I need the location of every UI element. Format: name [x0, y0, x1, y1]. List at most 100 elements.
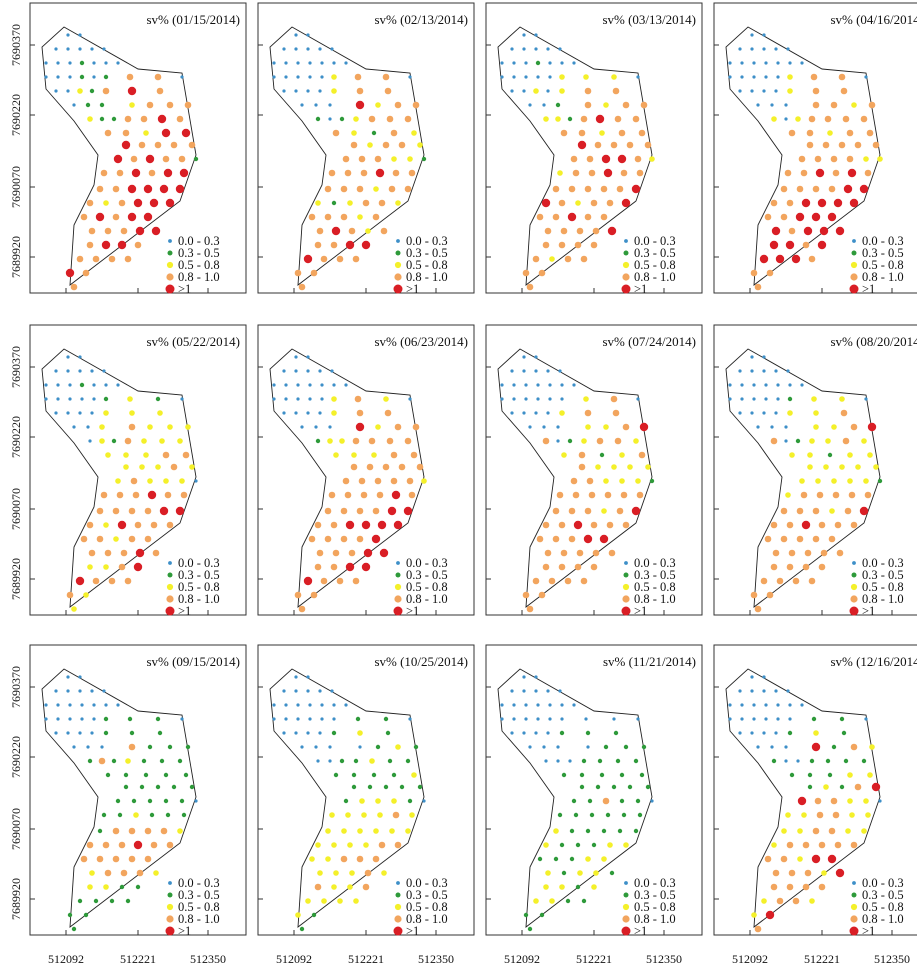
sample-point [534, 411, 538, 415]
sample-point [627, 784, 633, 790]
sample-point [839, 784, 845, 790]
sample-point [306, 731, 310, 735]
sample-point [784, 103, 788, 107]
sample-point [811, 212, 821, 222]
sample-point [333, 870, 339, 876]
sample-point [294, 689, 298, 693]
sample-point [500, 383, 504, 387]
legend-marker [850, 583, 858, 591]
sample-point [786, 689, 790, 693]
sample-point [360, 169, 368, 177]
sample-point [534, 355, 538, 359]
sample-point [863, 798, 869, 804]
sample-point [839, 716, 845, 722]
sample-point [184, 101, 192, 109]
sample-point [344, 491, 352, 499]
sample-point [632, 115, 640, 123]
sample-point [528, 745, 532, 749]
sample-point [104, 703, 108, 707]
legend-marker [166, 583, 174, 591]
sample-point [393, 520, 403, 530]
sample-point [357, 730, 363, 736]
sample-point [572, 383, 576, 387]
sample-point [740, 383, 744, 387]
sample-point [591, 842, 597, 848]
sample-point [844, 507, 852, 515]
sample-point [96, 507, 104, 515]
sample-point [178, 155, 186, 163]
sample-point [344, 703, 348, 707]
sample-point [536, 703, 540, 707]
sample-point [754, 605, 762, 613]
legend-label: 0.5 - 0.8 [634, 900, 676, 914]
sample-point [164, 491, 172, 499]
sample-point [72, 103, 76, 107]
sample-point [113, 536, 119, 542]
sample-point [522, 269, 530, 277]
legend-marker [624, 239, 628, 243]
sample-point [774, 89, 778, 93]
sample-point [606, 199, 614, 207]
sample-point [112, 507, 120, 515]
sample-point [79, 60, 85, 66]
sample-point [330, 47, 334, 51]
field-boundary [41, 26, 197, 286]
sample-point [154, 141, 162, 149]
sample-point [311, 912, 317, 918]
sample-point [819, 226, 829, 236]
sample-point [398, 463, 406, 471]
sample-point [180, 491, 188, 499]
sample-point [105, 772, 111, 778]
sample-point [103, 564, 109, 570]
sample-point [163, 478, 169, 484]
legend-marker [395, 572, 401, 578]
sample-point [136, 869, 144, 877]
sample-point [636, 491, 644, 499]
sample-point [54, 47, 58, 51]
sample-point [776, 717, 780, 721]
sample-point [784, 759, 788, 763]
sample-point [139, 464, 145, 470]
legend-label: 0.3 - 0.5 [634, 246, 676, 260]
sample-point [408, 169, 416, 177]
sample-point [77, 898, 83, 904]
sample-point [351, 784, 357, 790]
sample-point [595, 114, 605, 124]
sample-point [792, 897, 800, 905]
panel-title: sv% (03/13/2014) [602, 12, 696, 27]
x-tick-label: 512092 [276, 952, 312, 966]
sample-point [347, 842, 353, 848]
sample-point [347, 200, 353, 206]
sample-point [77, 88, 83, 94]
sample-point [522, 89, 526, 93]
sample-point [372, 213, 380, 221]
legend-label: 0.3 - 0.5 [406, 246, 448, 260]
sample-point [365, 228, 371, 234]
sample-point [340, 507, 348, 515]
sample-point [80, 397, 84, 401]
sample-point [612, 717, 616, 721]
sample-point [546, 731, 550, 735]
sample-point [577, 140, 587, 150]
legend-marker [624, 881, 628, 885]
sample-point [123, 772, 129, 778]
sample-point [838, 73, 846, 81]
sample-point [762, 731, 766, 735]
sample-point [296, 703, 300, 707]
sample-point [78, 411, 82, 415]
sample-point [376, 491, 384, 499]
sample-point [282, 89, 286, 93]
legend-marker [852, 239, 856, 243]
sample-point [339, 116, 345, 122]
sample-point [750, 33, 754, 37]
sample-point [294, 731, 298, 735]
legend-label: 0.0 - 0.3 [178, 876, 220, 890]
sample-point [102, 369, 106, 373]
sample-point [560, 397, 564, 401]
legend-label: 0.3 - 0.5 [178, 568, 220, 582]
sample-point [163, 168, 173, 178]
sample-point [318, 47, 322, 51]
field-boundary [497, 668, 653, 928]
sample-point [130, 155, 138, 163]
sample-point [588, 491, 596, 499]
